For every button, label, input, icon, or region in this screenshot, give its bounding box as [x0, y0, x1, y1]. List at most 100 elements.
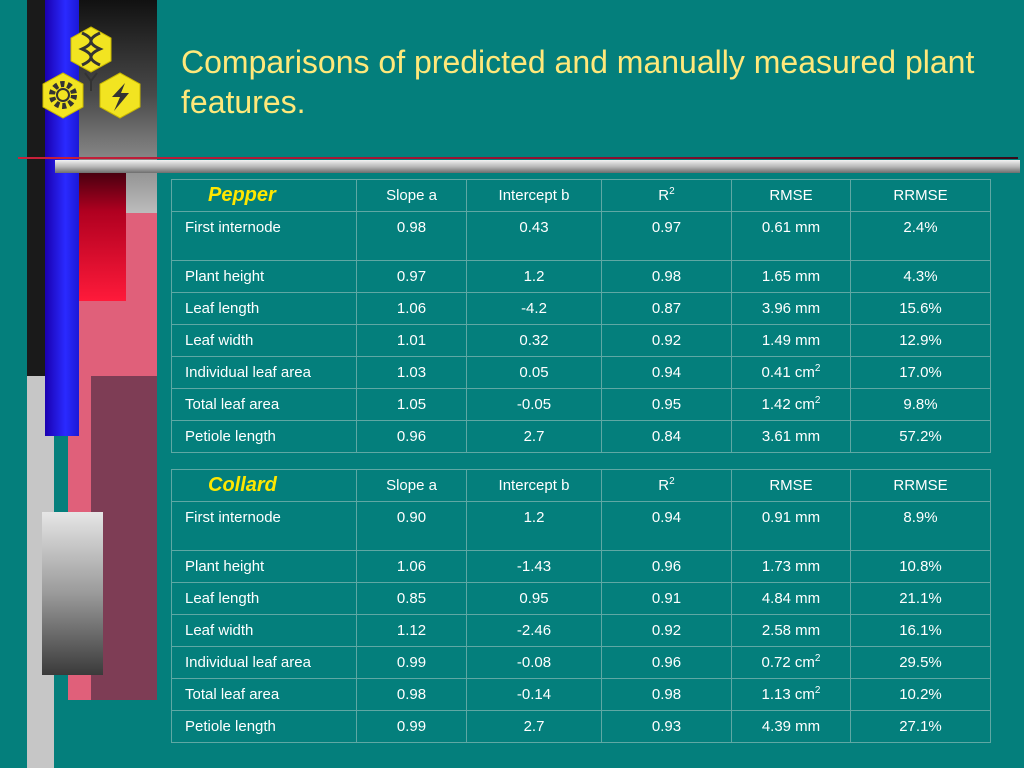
header-rrmse: RRMSE	[850, 469, 991, 502]
r2-cell: 0.98	[601, 678, 732, 711]
rmse-cell: 1.65 mm	[731, 260, 851, 293]
rrmse-cell: 15.6%	[850, 292, 991, 325]
feature-cell: Individual leaf area	[171, 356, 357, 389]
slope-cell: 1.06	[356, 292, 467, 325]
title-divider-bar	[55, 160, 1020, 173]
header-intercept: Intercept b	[466, 179, 602, 212]
table-row: Leaf length 1.06 -4.2 0.87 3.96 mm 15.6%	[171, 292, 991, 325]
r2-cell: 0.84	[601, 420, 732, 453]
rrmse-cell: 17.0%	[850, 356, 991, 389]
slope-cell: 0.98	[356, 678, 467, 711]
rmse-cell: 0.91 mm	[731, 501, 851, 551]
table-row: Individual leaf area 1.03 0.05 0.94 0.41…	[171, 356, 991, 389]
table-header-row: Pepper Slope a Intercept b R2 RMSE RRMSE	[171, 179, 991, 212]
r2-cell: 0.94	[601, 501, 732, 551]
rmse-cell: 1.13 cm2	[731, 678, 851, 711]
slope-cell: 1.01	[356, 324, 467, 357]
r2-cell: 0.87	[601, 292, 732, 325]
feature-cell: Leaf length	[171, 582, 357, 615]
title-divider-line	[18, 157, 1018, 159]
rrmse-cell: 21.1%	[850, 582, 991, 615]
slope-cell: 0.99	[356, 646, 467, 679]
table-row: First internode 0.98 0.43 0.97 0.61 mm 2…	[171, 211, 991, 261]
feature-cell: First internode	[171, 501, 357, 551]
rrmse-cell: 16.1%	[850, 614, 991, 647]
feature-cell: Leaf width	[171, 614, 357, 647]
slope-cell: 0.99	[356, 710, 467, 743]
r2-cell: 0.92	[601, 614, 732, 647]
intercept-cell: 0.95	[466, 582, 602, 615]
table-row: Leaf width 1.12 -2.46 0.92 2.58 mm 16.1%	[171, 614, 991, 647]
r2-cell: 0.94	[601, 356, 732, 389]
feature-cell: Leaf width	[171, 324, 357, 357]
table-row: Leaf length 0.85 0.95 0.91 4.84 mm 21.1%	[171, 582, 991, 615]
slope-cell: 1.05	[356, 388, 467, 421]
feature-cell: Leaf length	[171, 292, 357, 325]
rmse-cell: 3.96 mm	[731, 292, 851, 325]
table-row: Petiole length 0.96 2.7 0.84 3.61 mm 57.…	[171, 420, 991, 453]
intercept-cell: -2.46	[466, 614, 602, 647]
table-row: Petiole length 0.99 2.7 0.93 4.39 mm 27.…	[171, 710, 991, 743]
slope-cell: 1.12	[356, 614, 467, 647]
dna-gear-lightning-hexagon-logo-icon	[42, 26, 141, 119]
slope-cell: 1.03	[356, 356, 467, 389]
r2-cell: 0.95	[601, 388, 732, 421]
r2-cell: 0.91	[601, 582, 732, 615]
table-row: Plant height 0.97 1.2 0.98 1.65 mm 4.3%	[171, 260, 991, 293]
table-row: First internode 0.90 1.2 0.94 0.91 mm 8.…	[171, 501, 991, 551]
table-row: Leaf width 1.01 0.32 0.92 1.49 mm 12.9%	[171, 324, 991, 357]
feature-cell: Total leaf area	[171, 388, 357, 421]
feature-cell: Total leaf area	[171, 678, 357, 711]
rmse-cell: 0.41 cm2	[731, 356, 851, 389]
rrmse-cell: 8.9%	[850, 501, 991, 551]
rrmse-cell: 29.5%	[850, 646, 991, 679]
intercept-cell: -0.05	[466, 388, 602, 421]
header-rmse: RMSE	[731, 469, 851, 502]
rrmse-cell: 10.2%	[850, 678, 991, 711]
rrmse-cell: 2.4%	[850, 211, 991, 261]
rmse-cell: 4.84 mm	[731, 582, 851, 615]
rmse-cell: 1.49 mm	[731, 324, 851, 357]
slope-cell: 0.98	[356, 211, 467, 261]
intercept-cell: 0.05	[466, 356, 602, 389]
decor-black-bar	[27, 0, 45, 376]
pepper-table: Pepper Slope a Intercept b R2 RMSE RRMSE…	[171, 179, 991, 453]
feature-cell: Petiole length	[171, 710, 357, 743]
header-slope: Slope a	[356, 469, 467, 502]
slope-cell: 0.96	[356, 420, 467, 453]
slope-cell: 0.97	[356, 260, 467, 293]
rmse-cell: 0.72 cm2	[731, 646, 851, 679]
rmse-cell: 3.61 mm	[731, 420, 851, 453]
feature-cell: Petiole length	[171, 420, 357, 453]
slope-cell: 1.06	[356, 550, 467, 583]
rmse-cell: 1.73 mm	[731, 550, 851, 583]
intercept-cell: -4.2	[466, 292, 602, 325]
r2-cell: 0.96	[601, 550, 732, 583]
feature-cell: Plant height	[171, 550, 357, 583]
intercept-cell: 2.7	[466, 420, 602, 453]
collard-table: Collard Slope a Intercept b R2 RMSE RRMS…	[171, 469, 991, 743]
table-header-row: Collard Slope a Intercept b R2 RMSE RRMS…	[171, 469, 991, 502]
intercept-cell: 0.32	[466, 324, 602, 357]
r2-cell: 0.98	[601, 260, 732, 293]
r2-cell: 0.96	[601, 646, 732, 679]
rmse-cell: 0.61 mm	[731, 211, 851, 261]
header-rrmse: RRMSE	[850, 179, 991, 212]
slope-cell: 0.85	[356, 582, 467, 615]
rrmse-cell: 27.1%	[850, 710, 991, 743]
rrmse-cell: 10.8%	[850, 550, 991, 583]
crop-label-collard: Collard	[208, 474, 277, 496]
rmse-cell: 2.58 mm	[731, 614, 851, 647]
crop-label-pepper: Pepper	[208, 184, 276, 206]
feature-cell: Plant height	[171, 260, 357, 293]
r2-cell: 0.93	[601, 710, 732, 743]
intercept-cell: 0.43	[466, 211, 602, 261]
table-row: Total leaf area 1.05 -0.05 0.95 1.42 cm2…	[171, 388, 991, 421]
rrmse-cell: 57.2%	[850, 420, 991, 453]
decor-grey-gradient-bottom	[42, 512, 103, 675]
slope-cell: 0.90	[356, 501, 467, 551]
r2-cell: 0.97	[601, 211, 732, 261]
header-slope: Slope a	[356, 179, 467, 212]
intercept-cell: 1.2	[466, 501, 602, 551]
rmse-cell: 1.42 cm2	[731, 388, 851, 421]
